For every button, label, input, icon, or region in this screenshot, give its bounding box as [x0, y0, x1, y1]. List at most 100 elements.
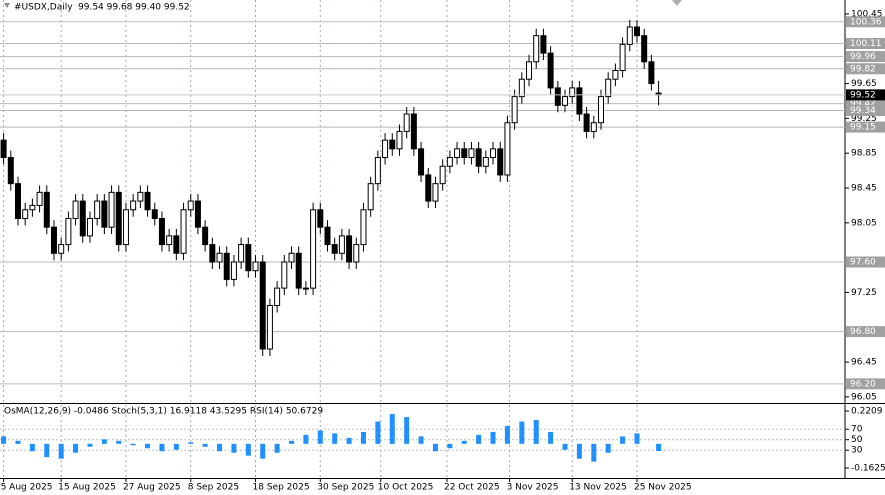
- osma-bar: [605, 443, 611, 453]
- x-tick-label: 5 Aug 2025: [1, 483, 53, 493]
- osma-bar: [202, 443, 208, 447]
- candle-body: [425, 174, 432, 202]
- osma-bar: [504, 425, 510, 444]
- candle-body: [295, 252, 302, 289]
- candle-body: [619, 43, 626, 72]
- candle-body: [209, 244, 216, 263]
- osma-bar: [490, 431, 496, 444]
- osma-bar: [130, 443, 136, 446]
- osma-bar: [159, 443, 165, 452]
- candle-body: [461, 148, 468, 159]
- candle-body: [108, 191, 115, 228]
- y-tick-label: 70: [851, 425, 863, 435]
- level-label-box: [846, 98, 885, 110]
- candle-body: [288, 252, 295, 263]
- level-label-box: [846, 256, 885, 268]
- x-tick-label: 18 Sep 2025: [253, 483, 310, 493]
- candle-body: [338, 235, 345, 254]
- candle-body: [504, 122, 511, 176]
- candle-body: [7, 157, 14, 185]
- y-tick-label: 98.85: [851, 149, 877, 159]
- candle-body: [605, 78, 612, 98]
- level-label: 99.42: [850, 99, 876, 109]
- candle-body: [374, 157, 381, 185]
- x-tick-label: 25 Nov 2025: [634, 483, 692, 493]
- osma-bar: [332, 433, 338, 444]
- y-tick-label: 98.45: [851, 184, 877, 194]
- candle-body: [0, 139, 7, 159]
- indicator-title: OsMA(12,26,9) -0.0486 Stoch(5,3,1) 16.91…: [4, 407, 323, 417]
- candle-body: [468, 148, 475, 159]
- candle-body: [281, 261, 288, 289]
- osma-bar: [44, 443, 50, 458]
- candle-body: [14, 183, 21, 219]
- osma-bar: [404, 417, 410, 444]
- osma-bar: [260, 443, 266, 459]
- candle-body: [187, 200, 194, 211]
- level-label-box: [846, 326, 885, 338]
- osma-bar: [548, 431, 554, 444]
- candle-body: [569, 87, 576, 98]
- osma-bar: [145, 443, 151, 449]
- candle-body: [482, 157, 489, 167]
- y-tick-label: 0.2209: [851, 406, 883, 416]
- x-tick-label: 8 Sep 2025: [188, 483, 239, 493]
- osma-bar: [634, 433, 640, 444]
- osma-bar: [562, 443, 568, 450]
- candle-body: [158, 217, 165, 246]
- level-label: 99.34: [850, 106, 876, 116]
- candle-body: [626, 26, 633, 45]
- candle-body: [547, 52, 554, 89]
- osma-bar: [116, 440, 122, 444]
- candle-body: [180, 209, 187, 254]
- osma-bar: [1, 436, 7, 444]
- level-label-box: [846, 38, 885, 50]
- candle-body: [302, 287, 309, 290]
- candle-body: [533, 35, 540, 63]
- candle-body: [396, 130, 403, 150]
- candle-body: [475, 148, 482, 167]
- candle-body: [554, 87, 561, 106]
- candle-body: [86, 217, 93, 237]
- osma-bar: [245, 443, 251, 456]
- x-tick-label: 30 Sep 2025: [317, 483, 374, 493]
- level-label: 99.82: [850, 64, 876, 74]
- osma-bar: [29, 443, 35, 452]
- level-label: 99.96: [850, 52, 876, 62]
- candle-body: [58, 244, 65, 254]
- osma-bar: [375, 421, 381, 444]
- level-label-box: [846, 378, 885, 390]
- candle-body: [367, 183, 374, 211]
- candle-body: [439, 165, 446, 185]
- candle-body: [518, 78, 525, 98]
- osma-bar: [289, 440, 295, 444]
- candle-body: [230, 261, 237, 280]
- candle-body: [144, 191, 151, 211]
- y-tick-label: 100.45: [851, 9, 883, 19]
- candle-body: [151, 209, 158, 219]
- candle-body: [72, 200, 79, 219]
- candle-body: [36, 191, 43, 206]
- candle-body: [238, 244, 245, 263]
- candle-body: [194, 200, 201, 228]
- x-tick-label: 10 Oct 2025: [378, 483, 434, 493]
- osma-bar: [303, 434, 309, 444]
- x-tick-label: 27 Aug 2025: [123, 483, 181, 493]
- osma-bar: [15, 440, 21, 444]
- osma-bar: [418, 436, 424, 444]
- candle-body: [137, 191, 144, 202]
- candle-body: [122, 209, 129, 246]
- candle-body: [598, 96, 605, 124]
- y-tick-label: 98.05: [851, 218, 877, 228]
- osma-bar: [432, 443, 438, 452]
- candle-body: [590, 122, 597, 132]
- level-label: 100.11: [850, 39, 882, 49]
- level-label-box: [846, 121, 885, 133]
- candle-body: [65, 217, 72, 246]
- candle-body: [43, 191, 50, 228]
- candle-body: [490, 148, 497, 159]
- level-label-box: [846, 105, 885, 117]
